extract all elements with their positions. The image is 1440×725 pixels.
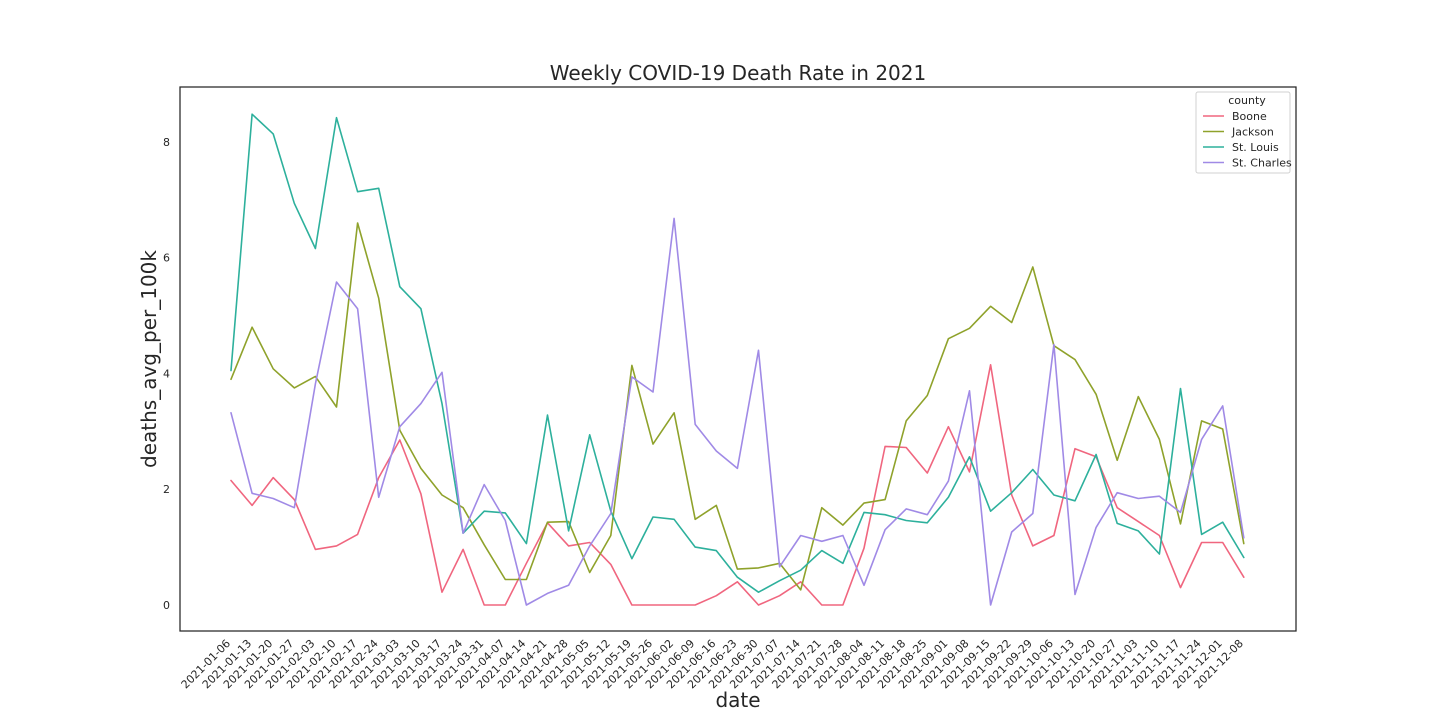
series-line-jackson	[230, 222, 1245, 591]
y-tick-labels: 0 2 4 6 8	[163, 136, 170, 612]
series-line-st-charles	[230, 217, 1245, 606]
legend-items: Boone Jackson St. Louis St. Charles	[1203, 110, 1292, 170]
y-tick-label: 0	[163, 599, 170, 612]
legend: county Boone Jackson St. Louis St. Charles	[1195, 91, 1292, 174]
plot-frame	[179, 86, 1297, 632]
x-tick-labels: 2021-01-062021-01-132021-01-202021-01-27…	[179, 637, 1246, 691]
x-axis-label: date	[715, 688, 760, 712]
legend-label: St. Louis	[1232, 141, 1279, 154]
legend-label: St. Charles	[1232, 157, 1292, 170]
chart-title: Weekly COVID-19 Death Rate in 2021	[550, 61, 926, 85]
y-tick-label: 2	[163, 483, 170, 496]
legend-label: Jackson	[1231, 126, 1274, 139]
plot-area: 0 2 4 6 8 2021-01-062021-01-132021-01-202021…	[163, 86, 1297, 691]
legend-frame	[1195, 91, 1291, 174]
series-line-boone	[230, 363, 1245, 606]
series-line-st-louis	[230, 113, 1245, 594]
y-tick-label: 6	[163, 252, 170, 265]
legend-label: Boone	[1232, 110, 1267, 123]
y-tick-label: 4	[163, 367, 170, 380]
series-lines	[230, 113, 1245, 606]
y-axis-label: deaths_avg_per_100k	[137, 250, 161, 468]
legend-title: county	[1228, 94, 1266, 107]
y-tick-label: 8	[163, 136, 170, 149]
